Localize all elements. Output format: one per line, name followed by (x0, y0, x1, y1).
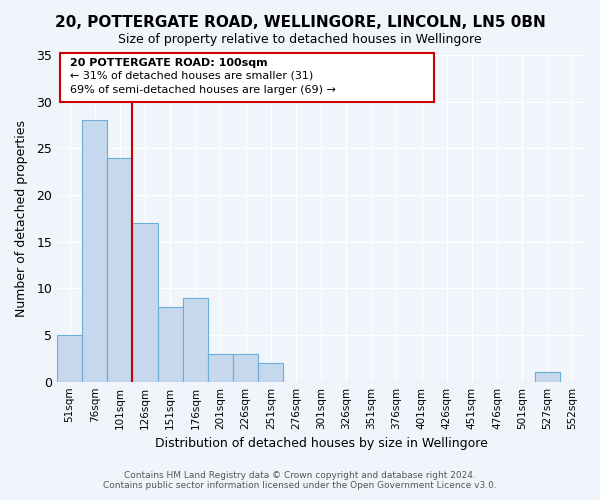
Bar (158, 307, 183, 382)
Text: ← 31% of detached houses are smaller (31): ← 31% of detached houses are smaller (31… (70, 71, 313, 81)
Text: 69% of semi-detached houses are larger (69) →: 69% of semi-detached houses are larger (… (70, 85, 335, 95)
Bar (57, 335, 82, 382)
Text: 20, POTTERGATE ROAD, WELLINGORE, LINCOLN, LN5 0BN: 20, POTTERGATE ROAD, WELLINGORE, LINCOLN… (55, 15, 545, 30)
Bar (258, 363, 283, 382)
X-axis label: Distribution of detached houses by size in Wellingore: Distribution of detached houses by size … (155, 437, 487, 450)
Text: 20 POTTERGATE ROAD: 100sqm: 20 POTTERGATE ROAD: 100sqm (70, 58, 267, 68)
Y-axis label: Number of detached properties: Number of detached properties (15, 120, 28, 317)
Bar (107, 158, 133, 382)
Bar (535, 372, 560, 382)
Bar (133, 223, 158, 382)
Text: Size of property relative to detached houses in Wellingore: Size of property relative to detached ho… (118, 32, 482, 46)
FancyBboxPatch shape (59, 53, 434, 102)
Bar (82, 120, 107, 382)
Bar (233, 354, 258, 382)
Bar (183, 298, 208, 382)
Text: Contains HM Land Registry data © Crown copyright and database right 2024.
Contai: Contains HM Land Registry data © Crown c… (103, 470, 497, 490)
Bar (208, 354, 233, 382)
